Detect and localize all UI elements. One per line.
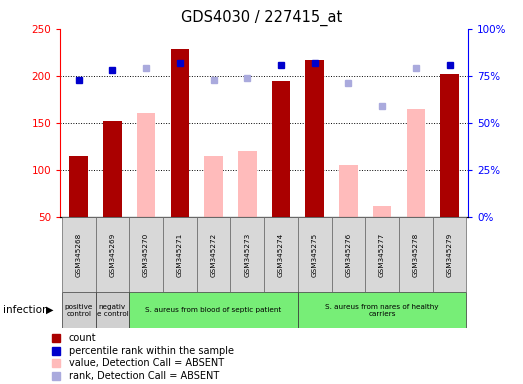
Bar <box>406 109 425 217</box>
Text: GDS4030 / 227415_at: GDS4030 / 227415_at <box>181 10 342 26</box>
Bar <box>96 292 129 328</box>
Text: count: count <box>69 333 96 343</box>
Text: negativ
e control: negativ e control <box>97 304 128 316</box>
Bar <box>103 121 122 217</box>
Bar <box>264 217 298 292</box>
Text: GSM345279: GSM345279 <box>447 232 452 276</box>
Bar <box>137 114 155 217</box>
Text: GSM345274: GSM345274 <box>278 232 284 276</box>
Text: ▶: ▶ <box>46 305 53 315</box>
Text: S. aureus from nares of healthy
carriers: S. aureus from nares of healthy carriers <box>325 304 439 316</box>
Text: GSM345271: GSM345271 <box>177 232 183 276</box>
Bar <box>170 50 189 217</box>
Bar <box>197 217 231 292</box>
Bar <box>339 165 358 217</box>
Bar <box>272 81 290 217</box>
Text: GSM345270: GSM345270 <box>143 232 149 276</box>
Text: GSM345278: GSM345278 <box>413 232 419 276</box>
Text: GSM345277: GSM345277 <box>379 232 385 276</box>
Bar <box>332 217 365 292</box>
Bar <box>204 156 223 217</box>
Bar <box>129 217 163 292</box>
Bar <box>298 292 467 328</box>
Text: GSM345272: GSM345272 <box>211 232 217 276</box>
Text: percentile rank within the sample: percentile rank within the sample <box>69 346 233 356</box>
Text: positive
control: positive control <box>64 304 93 316</box>
Bar <box>399 217 433 292</box>
Text: rank, Detection Call = ABSENT: rank, Detection Call = ABSENT <box>69 371 219 381</box>
Text: GSM345276: GSM345276 <box>345 232 351 276</box>
Text: S. aureus from blood of septic patient: S. aureus from blood of septic patient <box>145 307 282 313</box>
Bar <box>62 292 96 328</box>
Bar <box>433 217 467 292</box>
Text: GSM345268: GSM345268 <box>76 232 82 276</box>
Bar <box>96 217 129 292</box>
Bar <box>238 151 256 217</box>
Bar <box>62 217 96 292</box>
Text: GSM345269: GSM345269 <box>109 232 116 276</box>
Text: value, Detection Call = ABSENT: value, Detection Call = ABSENT <box>69 358 224 368</box>
Bar <box>373 206 391 217</box>
Bar <box>231 217 264 292</box>
Bar <box>70 156 88 217</box>
Bar <box>305 60 324 217</box>
Text: GSM345275: GSM345275 <box>312 232 317 276</box>
Bar <box>365 217 399 292</box>
Bar <box>298 217 332 292</box>
Bar <box>440 74 459 217</box>
Text: infection: infection <box>3 305 48 315</box>
Text: GSM345273: GSM345273 <box>244 232 251 276</box>
Bar <box>163 217 197 292</box>
Bar <box>129 292 298 328</box>
